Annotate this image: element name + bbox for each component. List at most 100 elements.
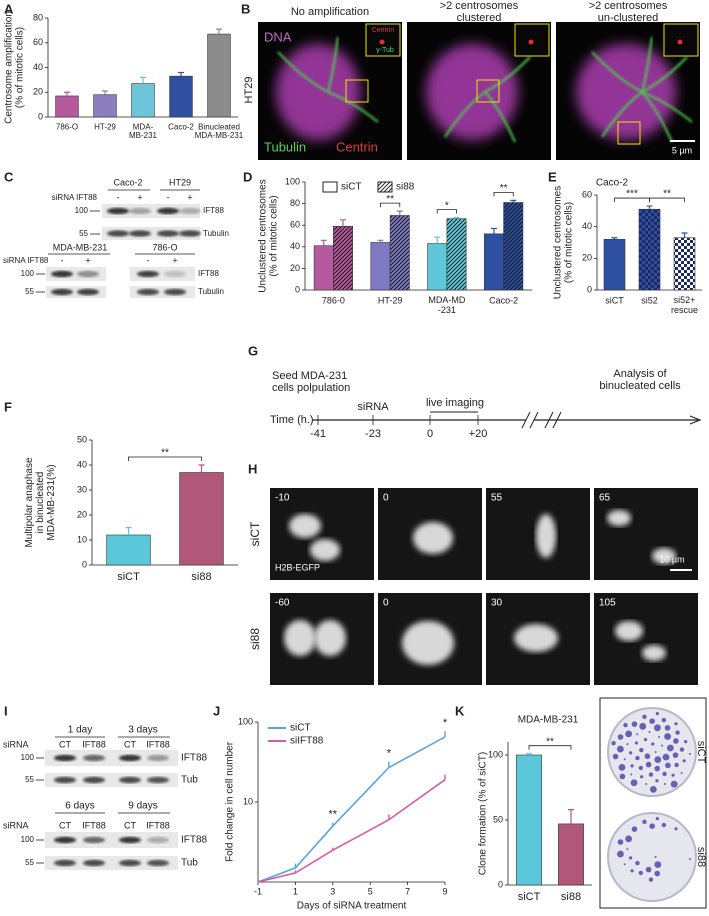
plate-label: siCT	[695, 741, 707, 764]
cell-line-label: 786-O	[152, 242, 177, 252]
blot-band	[83, 754, 105, 762]
blot-band	[77, 288, 99, 296]
error-bar	[396, 210, 403, 216]
x-tick-label: siCT	[605, 295, 624, 305]
error-bar	[510, 199, 517, 203]
marker-label: 100	[21, 269, 35, 278]
sign-label: -	[147, 255, 150, 265]
blot-band	[147, 754, 169, 762]
y-tick-label: 40	[582, 221, 592, 231]
y-axis-label: Unclustered centrosomes(% of mitotic cel…	[552, 186, 574, 299]
colony	[618, 763, 626, 771]
x-tick-label: MDA-MD -231	[428, 295, 465, 315]
significance-bracket	[528, 745, 572, 750]
significance-label: **	[386, 194, 394, 205]
blot-band	[51, 288, 73, 296]
significance-bracket	[380, 202, 401, 208]
bar	[106, 534, 151, 566]
colony	[631, 721, 638, 727]
treatment-label: siRNA IFT88	[52, 193, 98, 202]
y-axis-label: Clone formation (% of siCT)	[478, 752, 489, 875]
colony	[664, 782, 667, 785]
y-tick-label: 10	[77, 534, 87, 544]
time-label: -41	[310, 428, 326, 440]
blot-band	[54, 859, 76, 867]
colony	[617, 734, 624, 740]
band-label: IFT88	[181, 835, 208, 846]
centrin-dot	[677, 39, 683, 45]
x-tick-label: si88	[191, 571, 211, 583]
nucleus	[642, 645, 666, 661]
tubulin-stain	[444, 91, 486, 138]
nucleus	[289, 514, 321, 538]
condition-label: CT	[124, 739, 136, 749]
roi-box	[476, 79, 500, 103]
y-tick-label: 10	[243, 796, 253, 806]
image-title: >2 centrosomes un-clustered	[589, 0, 668, 24]
tubulin-stain	[601, 91, 643, 138]
colony	[655, 712, 659, 716]
time-label: -23	[365, 428, 381, 440]
y-tick-label: 0	[587, 284, 592, 294]
time-label: +20	[469, 428, 488, 440]
bar	[55, 95, 79, 118]
sign-label: +	[137, 192, 142, 202]
condition-label: CT	[59, 820, 71, 830]
tubulin-stain	[327, 91, 379, 123]
colony	[662, 771, 667, 777]
x-tick-label: -1	[254, 886, 262, 896]
dna-stain	[426, 44, 518, 140]
error-bar	[178, 71, 184, 77]
data-line	[257, 779, 446, 883]
condition-label: IFT88	[146, 739, 170, 749]
treatment-label: siRNA IFT88	[3, 256, 49, 265]
marker-label: 100	[75, 206, 89, 215]
error-bar	[611, 237, 618, 240]
blot	[45, 856, 178, 870]
colony	[629, 751, 633, 755]
cell-line-label: Caco-2	[113, 177, 142, 187]
colony	[636, 733, 639, 736]
x-tick-label: siCT	[117, 571, 140, 583]
error-bar	[320, 239, 327, 246]
colony	[673, 738, 679, 744]
tubulin-stain	[641, 91, 693, 123]
blot-band	[129, 207, 151, 215]
colony	[638, 765, 644, 771]
significance-label: *	[443, 717, 448, 729]
colony	[664, 725, 671, 731]
colony	[617, 745, 624, 753]
colony	[648, 731, 651, 734]
colony	[670, 780, 678, 788]
nucleus	[607, 510, 631, 526]
x-tick-label: siCT	[518, 891, 541, 903]
condition-label: IFT88	[82, 739, 106, 749]
x-tick-label: HT-29	[94, 123, 116, 132]
colony	[671, 773, 675, 777]
nucleus	[284, 620, 316, 656]
colony	[664, 733, 671, 740]
error-bar	[340, 219, 347, 227]
colony	[648, 772, 654, 777]
band-label: Tub	[181, 858, 198, 869]
nucleus	[413, 522, 453, 554]
blot-band	[119, 754, 141, 762]
marker-label: 55	[25, 775, 34, 784]
colony	[648, 877, 654, 882]
blot-band	[54, 776, 76, 784]
x-tick-label: 786-0	[322, 295, 345, 305]
bar	[207, 33, 231, 118]
error-bar	[216, 28, 222, 35]
error-bar	[64, 91, 70, 96]
error-bar	[681, 232, 688, 238]
significance-label: **	[663, 189, 671, 200]
legend-swatch	[322, 181, 338, 193]
blot-band	[54, 836, 76, 844]
sign-label: +	[187, 192, 192, 202]
colony	[672, 752, 679, 758]
blot-band	[119, 836, 141, 844]
x-tick-label: 786-O	[56, 123, 78, 132]
bar	[169, 75, 193, 118]
significance-bracket	[493, 191, 514, 197]
bar	[516, 754, 542, 886]
